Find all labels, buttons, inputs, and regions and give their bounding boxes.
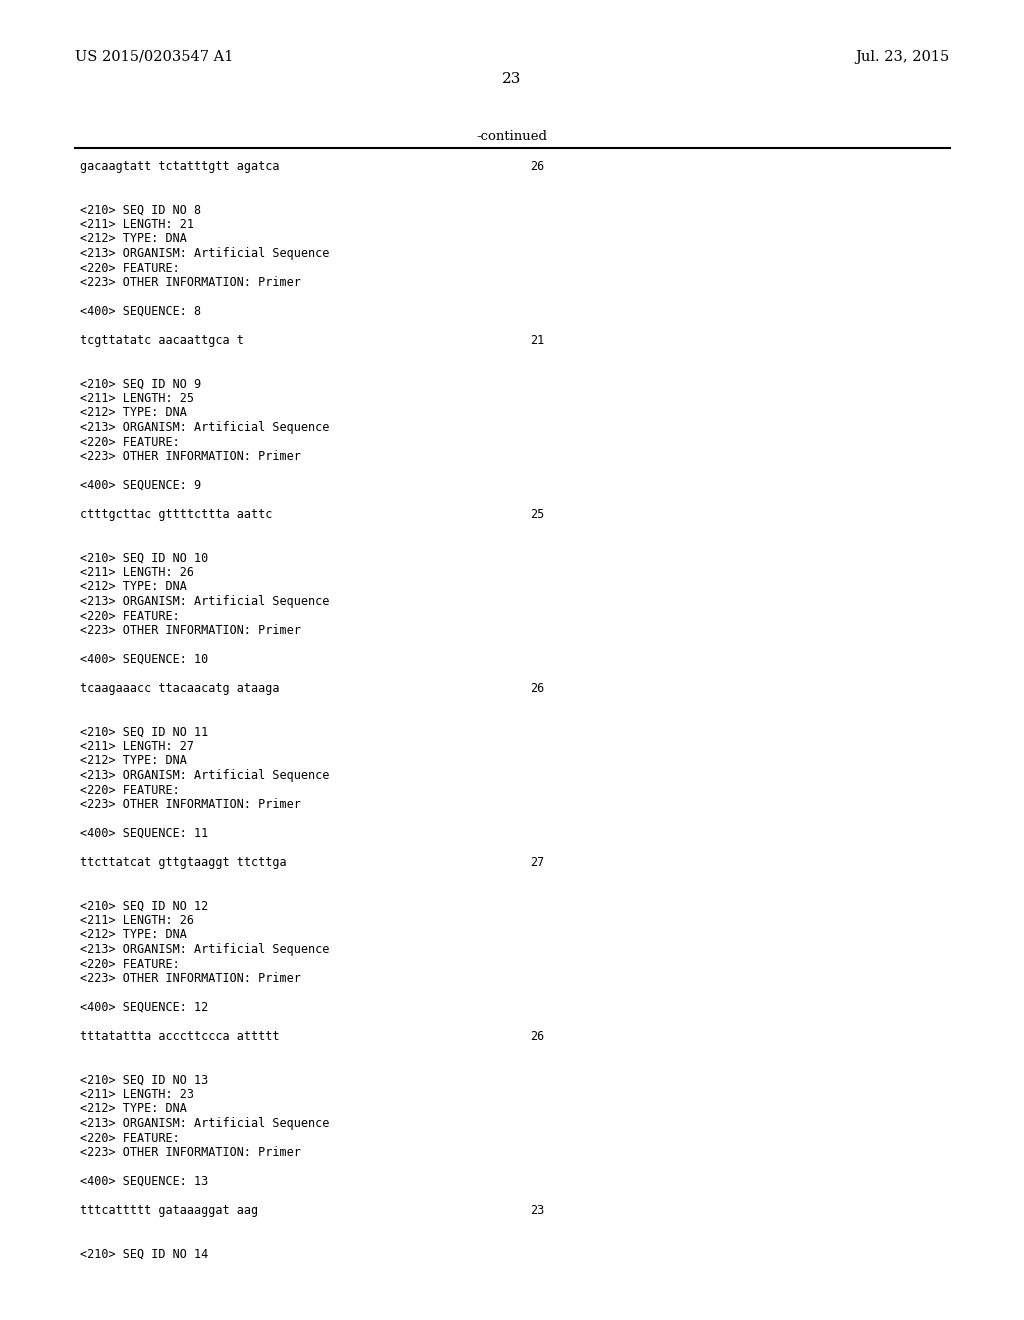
Text: <211> LENGTH: 21: <211> LENGTH: 21 (80, 218, 194, 231)
Text: <213> ORGANISM: Artificial Sequence: <213> ORGANISM: Artificial Sequence (80, 770, 330, 781)
Text: tttatattta acccttccca attttt: tttatattta acccttccca attttt (80, 1030, 280, 1043)
Text: <400> SEQUENCE: 11: <400> SEQUENCE: 11 (80, 828, 208, 840)
Text: <213> ORGANISM: Artificial Sequence: <213> ORGANISM: Artificial Sequence (80, 942, 330, 956)
Text: <223> OTHER INFORMATION: Primer: <223> OTHER INFORMATION: Primer (80, 624, 301, 638)
Text: <210> SEQ ID NO 10: <210> SEQ ID NO 10 (80, 552, 208, 565)
Text: <213> ORGANISM: Artificial Sequence: <213> ORGANISM: Artificial Sequence (80, 1117, 330, 1130)
Text: <400> SEQUENCE: 12: <400> SEQUENCE: 12 (80, 1001, 208, 1014)
Text: <210> SEQ ID NO 14: <210> SEQ ID NO 14 (80, 1247, 208, 1261)
Text: 26: 26 (530, 682, 544, 696)
Text: Jul. 23, 2015: Jul. 23, 2015 (856, 50, 950, 63)
Text: 27: 27 (530, 855, 544, 869)
Text: <211> LENGTH: 26: <211> LENGTH: 26 (80, 566, 194, 579)
Text: <213> ORGANISM: Artificial Sequence: <213> ORGANISM: Artificial Sequence (80, 247, 330, 260)
Text: 25: 25 (530, 508, 544, 521)
Text: <211> LENGTH: 25: <211> LENGTH: 25 (80, 392, 194, 405)
Text: <400> SEQUENCE: 13: <400> SEQUENCE: 13 (80, 1175, 208, 1188)
Text: <220> FEATURE:: <220> FEATURE: (80, 261, 180, 275)
Text: <223> OTHER INFORMATION: Primer: <223> OTHER INFORMATION: Primer (80, 276, 301, 289)
Text: <212> TYPE: DNA: <212> TYPE: DNA (80, 1102, 186, 1115)
Text: <210> SEQ ID NO 8: <210> SEQ ID NO 8 (80, 203, 201, 216)
Text: <210> SEQ ID NO 11: <210> SEQ ID NO 11 (80, 726, 208, 738)
Text: <220> FEATURE:: <220> FEATURE: (80, 436, 180, 449)
Text: <211> LENGTH: 26: <211> LENGTH: 26 (80, 913, 194, 927)
Text: <210> SEQ ID NO 12: <210> SEQ ID NO 12 (80, 899, 208, 912)
Text: 23: 23 (530, 1204, 544, 1217)
Text: 26: 26 (530, 1030, 544, 1043)
Text: <212> TYPE: DNA: <212> TYPE: DNA (80, 755, 186, 767)
Text: <211> LENGTH: 23: <211> LENGTH: 23 (80, 1088, 194, 1101)
Text: <212> TYPE: DNA: <212> TYPE: DNA (80, 928, 186, 941)
Text: 23: 23 (503, 73, 521, 86)
Text: US 2015/0203547 A1: US 2015/0203547 A1 (75, 50, 233, 63)
Text: <213> ORGANISM: Artificial Sequence: <213> ORGANISM: Artificial Sequence (80, 421, 330, 434)
Text: tttcattttt gataaaggat aag: tttcattttt gataaaggat aag (80, 1204, 258, 1217)
Text: <220> FEATURE:: <220> FEATURE: (80, 1131, 180, 1144)
Text: <211> LENGTH: 27: <211> LENGTH: 27 (80, 741, 194, 752)
Text: <212> TYPE: DNA: <212> TYPE: DNA (80, 407, 186, 420)
Text: <223> OTHER INFORMATION: Primer: <223> OTHER INFORMATION: Primer (80, 972, 301, 985)
Text: <210> SEQ ID NO 13: <210> SEQ ID NO 13 (80, 1073, 208, 1086)
Text: <400> SEQUENCE: 10: <400> SEQUENCE: 10 (80, 653, 208, 667)
Text: -continued: -continued (476, 129, 548, 143)
Text: tcgttatatc aacaattgca t: tcgttatatc aacaattgca t (80, 334, 244, 347)
Text: <223> OTHER INFORMATION: Primer: <223> OTHER INFORMATION: Primer (80, 1146, 301, 1159)
Text: 21: 21 (530, 334, 544, 347)
Text: tcaagaaacc ttacaacatg ataaga: tcaagaaacc ttacaacatg ataaga (80, 682, 280, 696)
Text: <400> SEQUENCE: 8: <400> SEQUENCE: 8 (80, 305, 201, 318)
Text: <220> FEATURE:: <220> FEATURE: (80, 784, 180, 796)
Text: gacaagtatt tctatttgtt agatca: gacaagtatt tctatttgtt agatca (80, 160, 280, 173)
Text: <400> SEQUENCE: 9: <400> SEQUENCE: 9 (80, 479, 201, 492)
Text: <212> TYPE: DNA: <212> TYPE: DNA (80, 232, 186, 246)
Text: ctttgcttac gttttcttta aattc: ctttgcttac gttttcttta aattc (80, 508, 272, 521)
Text: <220> FEATURE:: <220> FEATURE: (80, 957, 180, 970)
Text: <210> SEQ ID NO 9: <210> SEQ ID NO 9 (80, 378, 201, 391)
Text: <223> OTHER INFORMATION: Primer: <223> OTHER INFORMATION: Primer (80, 450, 301, 463)
Text: ttcttatcat gttgtaaggt ttcttga: ttcttatcat gttgtaaggt ttcttga (80, 855, 287, 869)
Text: 26: 26 (530, 160, 544, 173)
Text: <220> FEATURE:: <220> FEATURE: (80, 610, 180, 623)
Text: <223> OTHER INFORMATION: Primer: <223> OTHER INFORMATION: Primer (80, 799, 301, 810)
Text: <212> TYPE: DNA: <212> TYPE: DNA (80, 581, 186, 594)
Text: <213> ORGANISM: Artificial Sequence: <213> ORGANISM: Artificial Sequence (80, 595, 330, 609)
